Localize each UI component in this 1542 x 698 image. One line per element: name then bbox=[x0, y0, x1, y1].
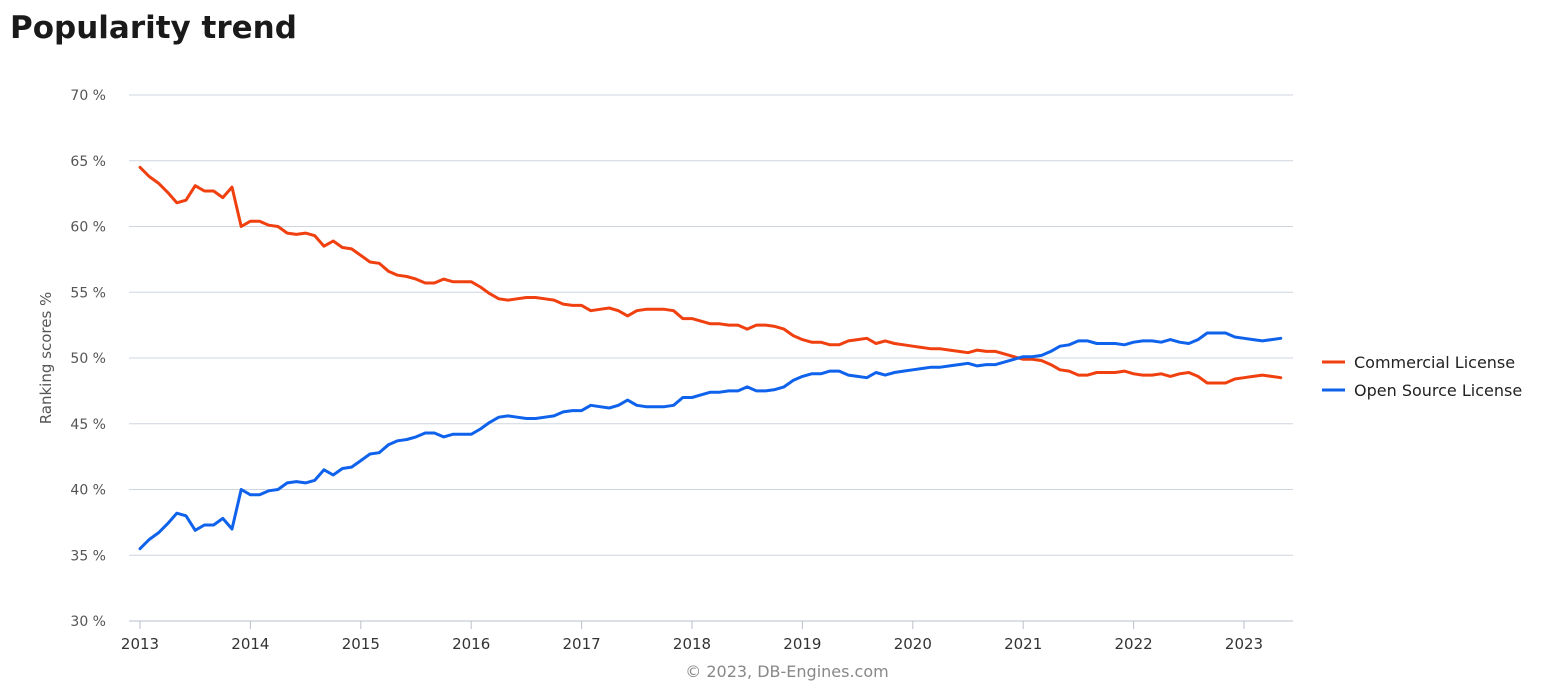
x-tick-label: 2018 bbox=[673, 635, 711, 653]
x-tick-label: 2017 bbox=[563, 635, 601, 653]
legend-label: Commercial License bbox=[1354, 353, 1515, 372]
y-tick-label: 35 % bbox=[70, 548, 106, 564]
y-tick-label: 50 % bbox=[70, 351, 106, 367]
page-title: Popularity trend bbox=[10, 10, 297, 46]
y-tick-label: 55 % bbox=[70, 285, 106, 301]
legend[interactable]: Commercial License Open Source License bbox=[1322, 353, 1522, 400]
x-tick-label: 2013 bbox=[121, 635, 159, 653]
y-axis-ticks: 30 % 35 % 40 % 45 % 50 % 55 % 60 % 65 % 70 % bbox=[70, 88, 106, 630]
x-tick-label: 2015 bbox=[342, 635, 380, 653]
x-tick-label: 2020 bbox=[894, 635, 932, 653]
x-tick-label: 2016 bbox=[452, 635, 490, 653]
x-tick-label: 2023 bbox=[1225, 635, 1263, 653]
y-tick-label: 45 % bbox=[70, 417, 106, 433]
legend-item[interactable]: Commercial License bbox=[1322, 353, 1515, 372]
y-tick-label: 30 % bbox=[70, 614, 106, 630]
x-tick-label: 2019 bbox=[783, 635, 821, 653]
series-line-1[interactable] bbox=[138, 331, 1283, 551]
y-axis-title: Ranking scores % bbox=[37, 292, 55, 425]
y-tick-label: 60 % bbox=[70, 220, 106, 236]
y-tick-label: 65 % bbox=[70, 154, 106, 170]
credit-text[interactable]: © 2023, DB-Engines.com bbox=[685, 662, 888, 681]
series-lines bbox=[138, 165, 1283, 551]
y-tick-label: 40 % bbox=[70, 483, 106, 499]
x-tick-label: 2014 bbox=[231, 635, 269, 653]
x-tick-label: 2022 bbox=[1115, 635, 1153, 653]
legend-label: Open Source License bbox=[1354, 381, 1522, 400]
x-tick-label: 2021 bbox=[1004, 635, 1042, 653]
x-axis-ticks: 2013 2014 2015 2016 2017 2018 2019 2020 2021 2022… bbox=[121, 621, 1263, 653]
legend-item[interactable]: Open Source License bbox=[1322, 381, 1522, 400]
y-tick-label: 70 % bbox=[70, 88, 106, 104]
grid-lines bbox=[129, 94, 1293, 556]
series-line-0[interactable] bbox=[138, 165, 1283, 385]
